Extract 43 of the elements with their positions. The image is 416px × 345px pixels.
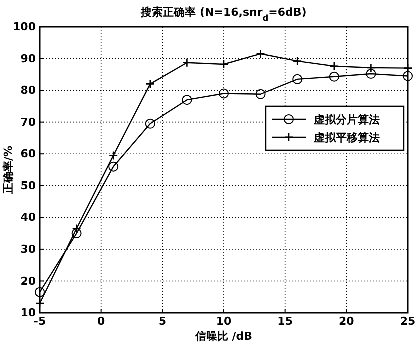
- x-tick-label: 0: [98, 314, 106, 328]
- y-tick-label: 60: [20, 148, 36, 161]
- point: [108, 151, 118, 160]
- point: [403, 64, 413, 73]
- x-tick-label: 10: [216, 314, 232, 328]
- point: [366, 63, 376, 73]
- point: [145, 118, 156, 129]
- legend-label: 虚拟平移算法: [313, 131, 380, 144]
- y-tick-label: 50: [20, 179, 36, 192]
- point: [72, 224, 82, 234]
- y-tick-label: 20: [20, 274, 36, 288]
- y-tick-label: 100: [13, 20, 36, 34]
- point: [35, 298, 45, 308]
- x-tick-label: 15: [278, 314, 293, 328]
- point: [366, 69, 376, 80]
- point: [330, 62, 340, 72]
- point: [329, 72, 340, 82]
- y-axis-title: 正确率/%: [2, 146, 15, 196]
- point: [219, 60, 229, 70]
- legend-label: 虚拟分片算法: [313, 113, 380, 126]
- point: [292, 74, 303, 84]
- y-tick-label: 40: [20, 211, 36, 224]
- point: [403, 71, 413, 82]
- point: [256, 49, 266, 59]
- x-tick-label: -5: [34, 314, 46, 328]
- y-tick-label: 80: [20, 84, 36, 98]
- point: [108, 162, 119, 172]
- x-tick-label: 5: [158, 314, 166, 328]
- chart-title: 搜索正确率 (N=16,snr$_{d}$=6dB): [140, 6, 307, 23]
- point: [72, 228, 82, 239]
- x-tick-label: 20: [339, 314, 355, 328]
- y-tick-label: 90: [20, 52, 36, 66]
- point: [182, 95, 192, 106]
- x-tick-label: 25: [400, 314, 416, 328]
- point: [182, 58, 192, 68]
- point: [292, 56, 302, 66]
- y-tick-label: 30: [20, 242, 36, 256]
- point: [219, 88, 229, 99]
- point: [146, 80, 156, 89]
- point: [35, 287, 45, 298]
- y-tick-label: 70: [20, 116, 36, 129]
- x-axis-title: 信噪比 /dB: [194, 330, 253, 343]
- point: [256, 89, 266, 100]
